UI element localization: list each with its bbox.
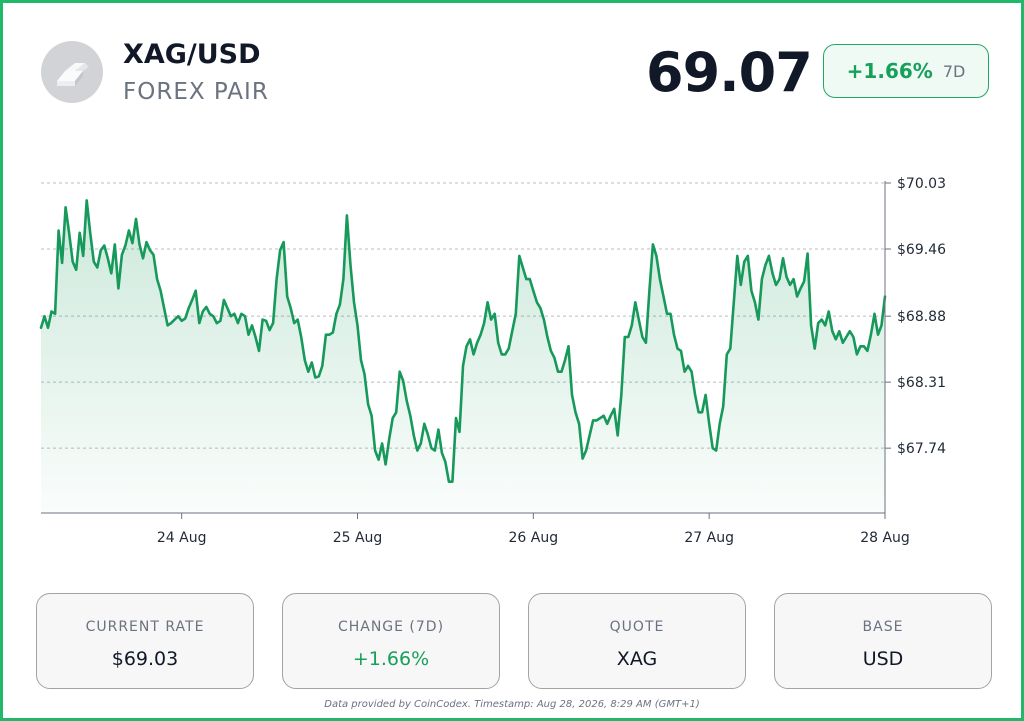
change-percent: +1.66% bbox=[846, 59, 933, 83]
card-quote: QUOTE XAG bbox=[528, 593, 746, 689]
series-area bbox=[41, 200, 885, 513]
series-line bbox=[39, 199, 887, 483]
current-price: 69.07 bbox=[646, 41, 813, 104]
pair-name: XAG/USD bbox=[123, 39, 261, 70]
card-value: +1.66% bbox=[352, 648, 430, 670]
pair-type-label: FOREX PAIR bbox=[123, 79, 269, 105]
x-tick-label: 26 Aug bbox=[509, 530, 559, 546]
card-value: XAG bbox=[616, 648, 658, 670]
y-tick-label: $70.03 bbox=[897, 176, 946, 192]
change-badge: +1.66% 7D bbox=[823, 44, 989, 98]
data-attribution: Data provided by CoinCodex. Timestamp: A… bbox=[324, 699, 700, 710]
card-base: BASE USD bbox=[774, 593, 992, 689]
y-tick-label: $68.31 bbox=[897, 375, 946, 391]
card-change-7d: CHANGE (7D) +1.66% bbox=[282, 593, 500, 689]
change-period: 7D bbox=[942, 61, 966, 81]
card-label: QUOTE bbox=[609, 619, 665, 635]
card-label: CURRENT RATE bbox=[85, 619, 205, 635]
x-tick-label: 27 Aug bbox=[684, 530, 734, 546]
y-tick-label: $69.46 bbox=[897, 242, 946, 258]
silver-bars-icon bbox=[41, 41, 103, 103]
card-current-rate: CURRENT RATE $69.03 bbox=[36, 593, 254, 689]
y-tick-label: $67.74 bbox=[897, 441, 946, 457]
card-label: CHANGE (7D) bbox=[337, 619, 445, 635]
y-tick-label: $68.88 bbox=[897, 309, 946, 325]
card-value: USD bbox=[862, 648, 904, 670]
x-tick-label: 25 Aug bbox=[333, 530, 383, 546]
card-value: $69.03 bbox=[111, 648, 179, 670]
x-tick-label: 28 Aug bbox=[860, 530, 910, 546]
x-tick-label: 24 Aug bbox=[157, 530, 207, 546]
price-chart: $70.03 $69.46 $68.88 $68.31 $67.74 24 Aug 25 A… bbox=[39, 176, 946, 546]
card-label: BASE bbox=[862, 619, 904, 635]
